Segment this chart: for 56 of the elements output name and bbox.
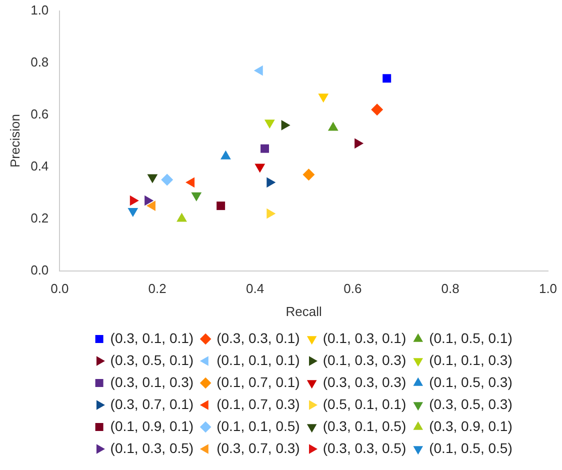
legend-label: (0.3, 0.3, 0.3) [322, 374, 406, 390]
legend-label: (0.1, 0.9, 0.1) [110, 418, 194, 434]
legend-label: (0.3, 0.3, 0.5) [322, 440, 406, 456]
legend-label: (0.1, 0.3, 0.3) [322, 352, 406, 368]
point [144, 195, 154, 206]
y-tick-label: 0.2 [30, 210, 49, 226]
legend-label: (0.3, 0.9, 0.1) [429, 418, 512, 434]
point [128, 208, 138, 217]
point [354, 138, 364, 149]
point [191, 192, 202, 202]
legend-label: (0.3, 0.1, 0.3) [110, 374, 194, 390]
x-tick-label: 0.6 [344, 281, 362, 296]
x-tick-label: 1.0 [538, 281, 558, 296]
legend-label: (0.3, 0.7, 0.3) [216, 440, 300, 456]
legend-label: (0.1, 0.1, 0.5) [216, 418, 300, 434]
legend-label: (0.3, 0.5, 0.3) [429, 396, 512, 412]
y-tick-label: 0.4 [30, 158, 49, 174]
point [130, 195, 139, 206]
x-tick-label: 0.0 [50, 281, 69, 296]
point [382, 74, 392, 83]
point [266, 208, 276, 219]
legend-label: (0.1, 0.5, 0.3) [429, 374, 512, 390]
legend-label: (0.1, 0.5, 0.5) [429, 440, 512, 456]
legend-label: (0.1, 0.7, 0.3) [216, 396, 300, 412]
legend-label: (0.1, 0.3, 0.5) [110, 440, 194, 456]
legend-label: (0.3, 0.1, 0.5) [322, 418, 406, 434]
legend-label: (0.1, 0.1, 0.1) [216, 352, 300, 368]
y-tick-label: 1.0 [30, 2, 49, 18]
point [264, 120, 275, 129]
point [371, 104, 384, 116]
point [260, 144, 270, 153]
point [318, 94, 329, 103]
x-tick-label: 0.4 [246, 281, 264, 296]
x-axis-title: Recall [286, 304, 322, 319]
point [216, 202, 226, 210]
y-tick-label: 0.0 [30, 262, 49, 278]
legend-label: (0.1, 0.3, 0.1) [322, 330, 406, 346]
y-axis-title: Precision [7, 114, 22, 168]
x-tick-label: 0.2 [148, 281, 166, 296]
point [161, 174, 174, 186]
point [254, 164, 266, 173]
point [266, 177, 276, 188]
legend-label: (0.3, 0.1, 0.1) [110, 330, 194, 346]
point [147, 174, 158, 184]
y-tick-label: 0.8 [30, 54, 49, 70]
legend-label: (0.3, 0.5, 0.1) [110, 352, 194, 368]
y-tick-label: 0.6 [30, 106, 49, 122]
legend-label: (0.3, 0.7, 0.1) [110, 396, 194, 412]
legend-label: (0.5, 0.1, 0.1) [322, 396, 406, 412]
legend-label: (0.1, 0.5, 0.1) [429, 330, 512, 346]
point [281, 120, 290, 130]
legend-label: (0.1, 0.1, 0.3) [429, 352, 512, 368]
x-tick-label: 0.8 [441, 281, 460, 296]
legend-label: (0.3, 0.3, 0.1) [216, 330, 300, 346]
legend-label: (0.1, 0.7, 0.1) [216, 374, 300, 390]
point [302, 168, 315, 181]
